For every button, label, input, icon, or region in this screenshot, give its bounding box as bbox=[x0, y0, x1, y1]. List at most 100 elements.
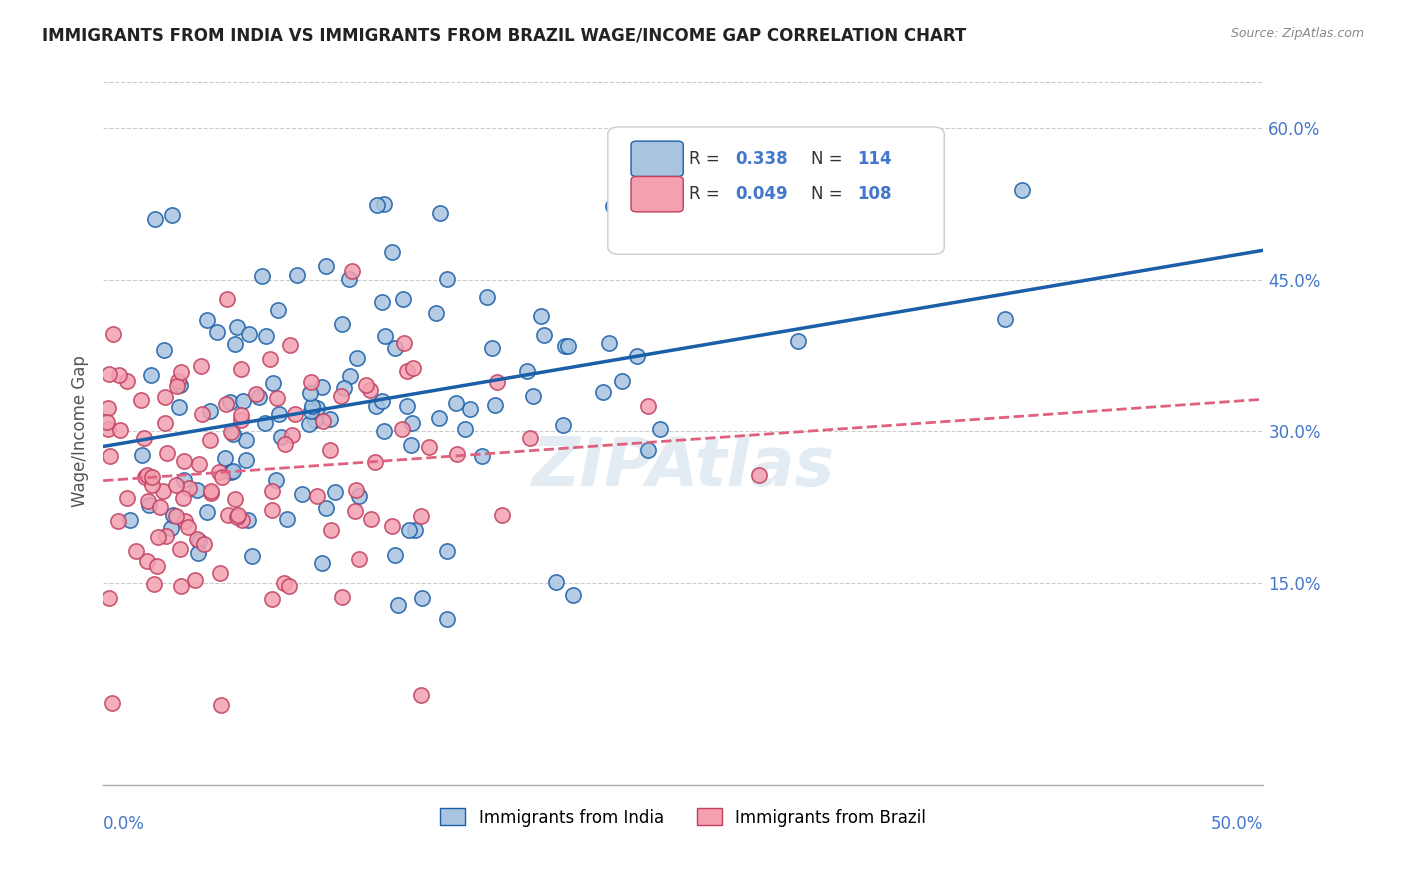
Immigrants from Brazil bbox=[396, 363, 419, 377]
Immigrants from India bbox=[398, 523, 420, 537]
Immigrants from Brazil bbox=[354, 377, 377, 392]
Immigrants from Brazil bbox=[146, 559, 169, 574]
Immigrants from India bbox=[235, 433, 257, 447]
Immigrants from Brazil bbox=[215, 292, 238, 306]
Immigrants from India bbox=[254, 329, 277, 343]
Immigrants from India bbox=[796, 156, 818, 170]
Immigrants from Brazil bbox=[129, 392, 152, 407]
Immigrants from Brazil bbox=[200, 483, 222, 498]
Immigrants from Brazil bbox=[346, 483, 368, 497]
Immigrants from India bbox=[299, 404, 322, 418]
Immigrants from Brazil bbox=[209, 698, 232, 712]
Immigrants from India bbox=[139, 368, 162, 382]
Immigrants from Brazil bbox=[278, 338, 301, 352]
Immigrants from Brazil bbox=[169, 365, 191, 379]
Immigrants from India bbox=[266, 473, 288, 487]
Immigrants from India bbox=[554, 339, 576, 353]
Immigrants from India bbox=[226, 320, 249, 334]
Immigrants from India bbox=[475, 290, 498, 304]
Immigrants from Brazil bbox=[245, 387, 267, 401]
Immigrants from India bbox=[626, 349, 648, 363]
Immigrants from India bbox=[374, 329, 396, 343]
Immigrants from India bbox=[247, 391, 270, 405]
Immigrants from India bbox=[346, 351, 368, 365]
Immigrants from India bbox=[198, 403, 221, 417]
Immigrants from Brazil bbox=[299, 375, 322, 389]
Immigrants from Brazil bbox=[277, 579, 299, 593]
Immigrants from India bbox=[994, 312, 1017, 326]
Immigrants from India bbox=[240, 549, 263, 563]
Immigrants from India bbox=[454, 422, 477, 436]
Immigrants from India bbox=[269, 408, 291, 422]
Immigrants from India bbox=[373, 197, 395, 211]
Text: 50.0%: 50.0% bbox=[1211, 815, 1264, 833]
Immigrants from Brazil bbox=[173, 514, 195, 528]
Immigrants from Brazil bbox=[97, 591, 120, 605]
Immigrants from India bbox=[561, 588, 583, 602]
Immigrants from Brazil bbox=[226, 508, 249, 522]
Text: R =: R = bbox=[689, 186, 725, 203]
FancyBboxPatch shape bbox=[631, 141, 683, 177]
Text: N =: N = bbox=[811, 150, 848, 168]
Immigrants from India bbox=[384, 548, 406, 562]
Immigrants from India bbox=[311, 557, 333, 571]
Immigrants from India bbox=[298, 417, 321, 432]
Immigrants from Brazil bbox=[748, 467, 770, 482]
Text: 114: 114 bbox=[858, 150, 891, 168]
Immigrants from Brazil bbox=[179, 481, 201, 495]
Immigrants from Brazil bbox=[136, 554, 159, 568]
Immigrants from India bbox=[427, 411, 450, 425]
Immigrants from Brazil bbox=[319, 523, 342, 537]
Immigrants from India bbox=[530, 310, 553, 324]
Immigrants from India bbox=[222, 464, 245, 478]
Immigrants from Brazil bbox=[188, 458, 211, 472]
Immigrants from India bbox=[648, 422, 671, 436]
Immigrants from India bbox=[544, 574, 567, 589]
Immigrants from India bbox=[481, 342, 503, 356]
Immigrants from Brazil bbox=[172, 491, 194, 505]
Immigrants from Brazil bbox=[391, 422, 413, 436]
Text: 0.0%: 0.0% bbox=[103, 815, 145, 833]
Immigrants from Brazil bbox=[446, 447, 468, 461]
Immigrants from India bbox=[371, 393, 394, 408]
Immigrants from India bbox=[232, 393, 254, 408]
Immigrants from India bbox=[250, 268, 273, 283]
Immigrants from India bbox=[262, 376, 284, 390]
Immigrants from India bbox=[219, 465, 242, 479]
Immigrants from Brazil bbox=[136, 494, 159, 508]
Immigrants from Brazil bbox=[224, 491, 246, 506]
Immigrants from Brazil bbox=[141, 470, 163, 484]
Immigrants from Brazil bbox=[262, 502, 284, 516]
Immigrants from India bbox=[384, 341, 406, 355]
Immigrants from India bbox=[391, 292, 413, 306]
Immigrants from India bbox=[298, 386, 321, 401]
Immigrants from Brazil bbox=[281, 427, 304, 442]
Immigrants from India bbox=[637, 443, 659, 458]
Immigrants from India bbox=[387, 598, 409, 612]
Immigrants from India bbox=[195, 313, 218, 327]
Immigrants from India bbox=[267, 303, 290, 318]
Immigrants from India bbox=[516, 364, 538, 378]
Immigrants from India bbox=[723, 185, 745, 199]
Immigrants from India bbox=[291, 487, 314, 501]
Immigrants from Brazil bbox=[231, 413, 253, 427]
Immigrants from India bbox=[592, 384, 614, 399]
Immigrants from India bbox=[173, 473, 195, 487]
Immigrants from Brazil bbox=[97, 422, 120, 436]
Immigrants from Brazil bbox=[347, 551, 370, 566]
Immigrants from Brazil bbox=[305, 489, 328, 503]
Immigrants from India bbox=[610, 374, 633, 388]
Immigrants from Brazil bbox=[166, 379, 188, 393]
Immigrants from India bbox=[333, 381, 356, 395]
Immigrants from Brazil bbox=[186, 533, 208, 547]
Immigrants from India bbox=[131, 448, 153, 462]
Immigrants from Brazil bbox=[418, 440, 440, 454]
Text: Source: ZipAtlas.com: Source: ZipAtlas.com bbox=[1230, 27, 1364, 40]
Immigrants from India bbox=[222, 426, 245, 441]
Immigrants from India bbox=[315, 500, 337, 515]
Immigrants from Brazil bbox=[97, 401, 120, 415]
Immigrants from India bbox=[373, 425, 395, 439]
Immigrants from India bbox=[557, 339, 579, 353]
Immigrants from India bbox=[411, 591, 433, 605]
Immigrants from India bbox=[330, 317, 353, 331]
